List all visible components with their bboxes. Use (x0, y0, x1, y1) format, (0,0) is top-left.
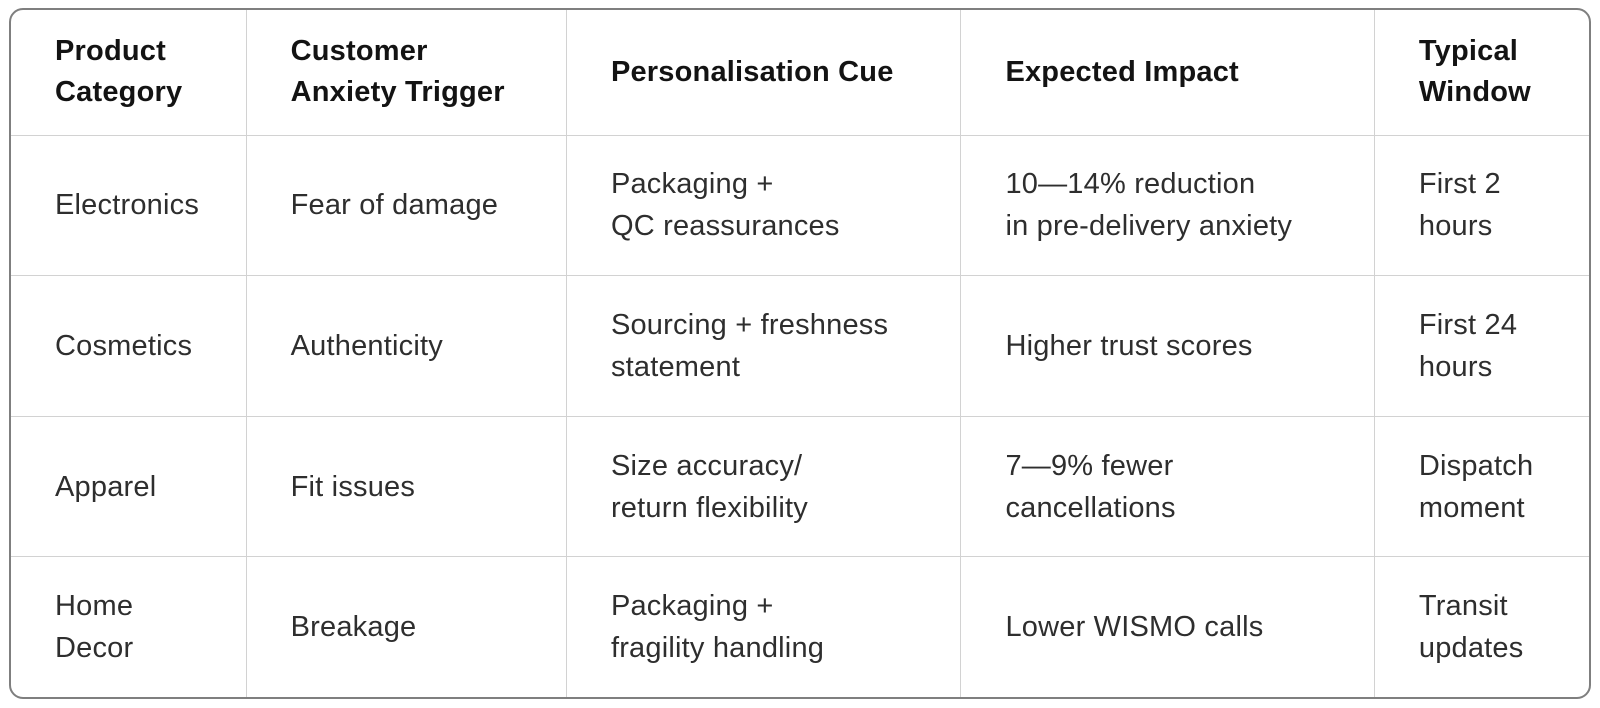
table-cell: Cosmetics (11, 275, 247, 417)
table-cell: Breakage (246, 556, 567, 697)
table-cell: 10—14% reduction in pre-delivery anxiety (960, 135, 1375, 277)
table-row-home-decor: Home Decor Breakage Packaging + fragilit… (11, 556, 1589, 697)
header-cell-personalisation-cue: Personalisation Cue (566, 10, 962, 136)
table-cell: Higher trust scores (960, 275, 1375, 417)
table-cell: Size accuracy/ return flexibility (566, 416, 962, 558)
comparison-table: Product Category Customer Anxiety Trigge… (11, 10, 1589, 697)
table-cell: 7—9% fewer cancellations (960, 416, 1375, 558)
table-cell: Sourcing + freshness statement (566, 275, 962, 417)
comparison-table-frame: Product Category Customer Anxiety Trigge… (9, 8, 1591, 699)
table-cell: Transit updates (1418, 590, 1524, 665)
table-cell: Dispatch moment (1374, 416, 1589, 558)
table-cell: Home Decor (11, 556, 247, 697)
table-cell: Electronics (11, 135, 247, 277)
header-row: Product Category Customer Anxiety Trigge… (11, 10, 1589, 136)
header-cell-typical-window: Typical Window (1374, 10, 1589, 136)
table-cell: First 2 hours (1374, 135, 1589, 277)
header-cell-product-category: Product Category (11, 10, 247, 136)
table-cell: Authenticity (246, 275, 567, 417)
header-cell-customer-anxiety-trigger: Customer Anxiety Trigger (246, 10, 567, 136)
table-cell: Packaging + QC reassurances (566, 135, 962, 277)
table-cell: First 24 hours (1374, 275, 1589, 417)
header-cell-expected-impact: Expected Impact (960, 10, 1375, 136)
table-row-apparel: Apparel Fit issues Size accuracy/ return… (11, 416, 1589, 558)
table-cell: Lower WISMO calls (960, 556, 1375, 697)
table-cell: Apparel (11, 416, 247, 558)
table-cell: Fear of damage (246, 135, 567, 277)
table-cell: Fit issues (246, 416, 567, 558)
table-row-electronics: Electronics Fear of damage Packaging + Q… (11, 135, 1589, 277)
table-row-cosmetics: Cosmetics Authenticity Sourcing + freshn… (11, 275, 1589, 417)
table-cell: Packaging + fragility handling (566, 556, 962, 697)
